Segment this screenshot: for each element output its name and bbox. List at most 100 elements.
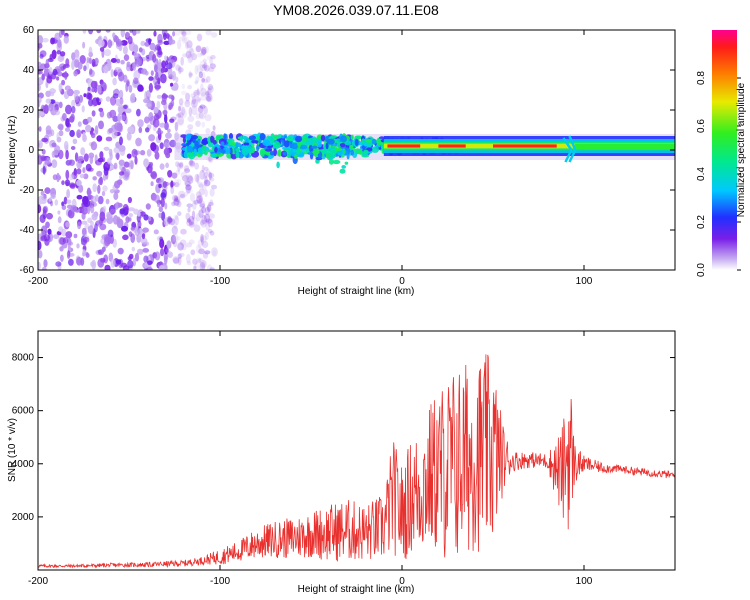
heatmap-noise-cell	[201, 78, 206, 83]
heatmap-noise-cell	[119, 174, 123, 180]
heatmap-noise-cell	[51, 142, 57, 148]
heatmap-noise-cell	[56, 41, 63, 52]
heatmap-noise-cell	[200, 219, 208, 228]
heatmap-band-cell	[291, 142, 299, 150]
heatmap-noise-cell	[207, 218, 214, 228]
heatmap-noise-cell	[46, 75, 53, 84]
heatmap-noise-cell	[85, 92, 91, 100]
heatmap-noise-cell	[209, 199, 214, 206]
heatmap-noise-cell	[102, 205, 107, 213]
heatmap-noise-cell	[212, 125, 216, 131]
heatmap-noise-cell	[191, 53, 198, 61]
heatmap-noise-cell	[207, 87, 212, 97]
heatmap-noise-cell	[131, 246, 135, 252]
heatmap-noise-cell	[209, 267, 215, 270]
heatmap-noise-cell	[158, 58, 162, 68]
heatmap-noise-cell	[172, 194, 179, 202]
heatmap-band-cell	[365, 139, 372, 143]
heatmap-noise-cell	[176, 145, 181, 153]
heatmap-noise-cell	[181, 35, 187, 44]
heatmap-noise-cell	[190, 249, 196, 256]
heatmap-noise-cell	[58, 101, 63, 109]
heatmap-noise-cell	[199, 261, 206, 270]
heatmap-noise-cell	[159, 238, 165, 249]
heatmap-noise-cell	[187, 53, 194, 64]
heatmap-noise-cell	[173, 179, 180, 186]
heatmap-noise-cell	[113, 192, 119, 201]
heatmap-noise-cell	[170, 187, 175, 195]
heatmap-noise-cell	[95, 97, 100, 103]
heatmap-noise-cell	[204, 46, 209, 54]
heatmap-noise-cell	[70, 146, 76, 150]
heatmap-noise-cell	[185, 183, 191, 194]
heatmap-band-cell	[201, 139, 208, 145]
heatmap-noise-cell	[203, 78, 208, 84]
heatmap-noise-cell	[184, 177, 189, 186]
heatmap-noise-cell	[137, 119, 144, 128]
heatmap-noise-cell	[87, 86, 91, 92]
heatmap-noise-cell	[148, 76, 154, 81]
heatmap-noise-cell	[158, 212, 162, 218]
heatmap-noise-cell	[64, 85, 71, 91]
heatmap-noise-cell	[76, 160, 82, 169]
heatmap-noise-cell	[68, 159, 75, 166]
heatmap-noise-cell	[188, 160, 195, 167]
heatmap-noise-cell	[206, 169, 211, 174]
heatmap-noise-cell	[202, 64, 206, 69]
heatmap-noise-cell	[201, 72, 206, 82]
heatmap-noise-cell	[76, 179, 82, 186]
heatmap-noise-cell	[143, 98, 149, 104]
heatmap-noise-cell	[124, 108, 132, 114]
heatmap-noise-cell	[205, 93, 213, 103]
heatmap-y-tick-label: 0	[28, 145, 34, 156]
heatmap-noise-cell	[38, 110, 41, 119]
heatmap-noise-cell	[164, 121, 169, 131]
heatmap-noise-cell	[62, 113, 67, 121]
heatmap-noise-cell	[169, 118, 175, 123]
heatmap-noise-cell	[128, 253, 134, 260]
heatmap-noise-cell	[209, 230, 215, 236]
heatmap-noise-cell	[195, 191, 202, 199]
colorbar: 0.0 0.2 0.4 0.6 0.8 Normalized spectral ampl…	[696, 30, 747, 277]
heatmap-noise-cell	[156, 94, 162, 99]
heatmap-noise-cell	[142, 248, 150, 253]
heatmap-band-cell	[243, 142, 250, 146]
heatmap-y-tick-label: -20	[20, 185, 35, 196]
heatmap-noise-cell	[133, 52, 139, 58]
heatmap-noise-cell	[76, 194, 83, 200]
heatmap-noise-cell	[52, 174, 58, 181]
heatmap-noise-cell	[53, 110, 61, 116]
heatmap-noise-cell	[112, 93, 119, 99]
heatmap-noise-cell	[198, 188, 205, 196]
heatmap-noise-cell	[195, 112, 201, 120]
heatmap-noise-cell	[198, 198, 202, 204]
heatmap-noise-cell	[208, 171, 212, 181]
heatmap-noise-cell	[181, 83, 185, 90]
heatmap-noise-cell	[57, 175, 62, 181]
heatmap-band-cell	[312, 137, 319, 142]
heatmap-noise-cell	[75, 96, 79, 103]
heatmap-noise-cell	[154, 64, 158, 73]
heatmap-noise-cell	[204, 213, 210, 223]
heatmap-noise-cell	[153, 30, 157, 37]
heatmap-band-cell	[371, 146, 379, 153]
heatmap-noise-cell	[82, 131, 86, 140]
heatmap-noise-cell	[188, 47, 194, 55]
heatmap-noise-cell	[178, 98, 184, 106]
heatmap-noise-cell	[187, 115, 195, 123]
heatmap-noise-cell	[196, 195, 203, 204]
heatmap-noise-cell	[171, 172, 178, 179]
heatmap-noise-cell	[69, 129, 75, 138]
heatmap-noise-cell	[178, 252, 185, 258]
heatmap-noise-cell	[178, 36, 185, 42]
heatmap-noise-cell	[114, 88, 119, 94]
heatmap-noise-cell	[150, 142, 157, 152]
heatmap-noise-cell	[198, 248, 205, 255]
heatmap-noise-cell	[154, 151, 160, 160]
heatmap-noise-cell	[76, 168, 82, 175]
heatmap-noise-cell	[130, 160, 134, 170]
heatmap-noise-cell	[163, 32, 167, 41]
heatmap-noise-cell	[202, 58, 207, 63]
heatmap-noise-cell	[194, 173, 200, 183]
